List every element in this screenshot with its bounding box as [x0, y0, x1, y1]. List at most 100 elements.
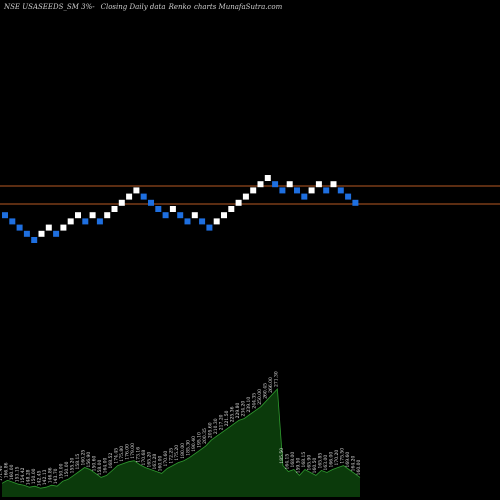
renko-brick-down — [53, 230, 60, 237]
volume-value-label: 217.20 — [218, 414, 224, 430]
renko-brick-up — [169, 206, 176, 212]
volume-value-label: 163.28 — [152, 454, 158, 470]
volume-value-label: 156.90 — [86, 452, 92, 468]
volume-value-label: 142.45 — [37, 470, 43, 486]
volume-value-label: 142.13 — [42, 469, 48, 485]
volume-value-label: 166.86 — [4, 462, 10, 478]
volume-value-label: 200.35 — [202, 428, 208, 444]
volume-value-label: 148.28 — [26, 469, 32, 485]
renko-brick-up — [286, 181, 293, 188]
volume-value-label: 153.15 — [15, 466, 21, 482]
volume-value-label: 174.45 — [114, 448, 120, 464]
volume-value-label: 170.68 — [141, 450, 147, 466]
volume-value-label: 158.00 — [97, 460, 103, 476]
renko-brick-down — [352, 199, 359, 206]
renko-brick-up — [213, 218, 220, 225]
volume-value-label: 165.20 — [147, 452, 153, 468]
renko-brick-down — [177, 212, 184, 219]
volume-value-label: 159.50 — [295, 458, 301, 474]
volume-value-label: 239.10 — [246, 397, 252, 413]
volume-value-label: 164.20 — [351, 456, 357, 472]
volume-value-label: 160.00 — [9, 464, 15, 480]
renko-brick-down — [206, 224, 213, 231]
renko-brick-down — [337, 187, 344, 194]
volume-value-label: 169.60 — [345, 452, 351, 468]
renko-bricks — [2, 175, 359, 243]
renko-brick-up — [111, 206, 118, 212]
volume-value-label: 185.50 — [279, 448, 285, 464]
volume-value-label: 195.10 — [196, 432, 202, 448]
volume-value-label: 155.20 — [70, 458, 76, 474]
volume-value-label: 244.35 — [251, 393, 257, 409]
renko-brick-down — [323, 187, 330, 194]
volume-value-label: 271.30 — [273, 371, 279, 387]
renko-brick-up — [45, 224, 52, 231]
volume-value-label: 150.60 — [92, 456, 98, 472]
renko-brick-up — [191, 212, 198, 219]
volume-value-label: 150.00 — [31, 468, 37, 484]
volume-value-label: 165.90 — [306, 455, 312, 471]
volume-value-label: 205.60 — [207, 422, 213, 438]
renko-brick-down — [162, 212, 169, 219]
renko-brick-up — [126, 193, 133, 200]
renko-brick-down — [2, 212, 8, 219]
renko-brick-up — [242, 193, 249, 200]
renko-brick-down — [140, 193, 147, 200]
renko-brick-up — [104, 212, 111, 219]
volume-value-label: 173.16 — [136, 447, 142, 463]
volume-value-label: 168.15 — [301, 452, 307, 468]
volume-value-label: 150.00 — [64, 461, 70, 477]
volume-value-label: 170.20 — [334, 450, 340, 466]
volume-value-label: 225.36 — [229, 406, 235, 422]
volume-value-label: 160.25 — [81, 450, 87, 466]
renko-brick-up — [257, 181, 264, 188]
renko-brick-up — [38, 230, 45, 237]
volume-value-label: 175.20 — [174, 445, 180, 461]
renko-brick-down — [345, 193, 352, 200]
volume-value-label: 175.80 — [119, 446, 125, 462]
volume-value-label: 160.50 — [312, 458, 318, 474]
volume-value-label: 154.42 — [20, 467, 26, 483]
renko-brick-up — [250, 187, 257, 194]
renko-brick-down — [23, 230, 30, 237]
volume-value-label: 163.00 — [323, 455, 329, 471]
volume-value-label: 158.15 — [75, 454, 81, 470]
volume-value-label: 170.60 — [163, 451, 169, 467]
renko-brick-down — [294, 187, 300, 194]
renko-brick-down — [96, 218, 103, 225]
volume-value-label: 166.00 — [329, 452, 335, 468]
renko-brick-down — [279, 187, 286, 194]
renko-brick-up — [75, 212, 81, 219]
renko-brick-up — [315, 181, 322, 188]
volume-value-label: 179.00 — [130, 443, 136, 459]
volume-value-label: 164.15 — [284, 454, 290, 470]
volume-value-label: 175.50 — [340, 448, 346, 464]
volume-line — [1, 388, 361, 489]
volume-value-label: 250.00 — [257, 389, 263, 405]
renko-brick-down — [155, 206, 162, 212]
volume-value-label: 210.30 — [213, 418, 219, 434]
renko-brick-up — [228, 206, 235, 212]
volume-area: 171.40 166.86 160.00 153.15 154.42 148.28 150.… — [0, 371, 362, 497]
volume-value-label: 221.50 — [224, 410, 230, 426]
volume-value-label: 164.00 — [103, 458, 109, 474]
volume-value-label: 150.00 — [59, 463, 65, 479]
volume-value-label: 185.30 — [185, 440, 191, 456]
header-separator: - — [92, 3, 95, 11]
renko-brick-up — [330, 181, 337, 188]
symbol-label: NSE USASEEDS_SM 3% — [3, 3, 93, 11]
volume-value-label: 260.45 — [262, 383, 268, 399]
volume-value-label: 168.52 — [108, 453, 114, 469]
chart-header: NSE USASEEDS_SM 3%- Closing Daily data Ren… — [3, 3, 283, 11]
renko-brick-down — [82, 218, 89, 225]
renko-brick-up — [60, 224, 67, 231]
source-label: charts MunafaSutra.com — [194, 3, 283, 11]
volume-area-fill — [2, 389, 360, 497]
renko-brick-down — [199, 218, 206, 225]
volume-value-label: 234.20 — [240, 401, 246, 417]
volume-value-label: 229.80 — [235, 403, 241, 419]
renko-brick-up — [118, 199, 125, 206]
renko-brick-up — [221, 212, 227, 219]
renko-brick-up — [235, 199, 242, 206]
